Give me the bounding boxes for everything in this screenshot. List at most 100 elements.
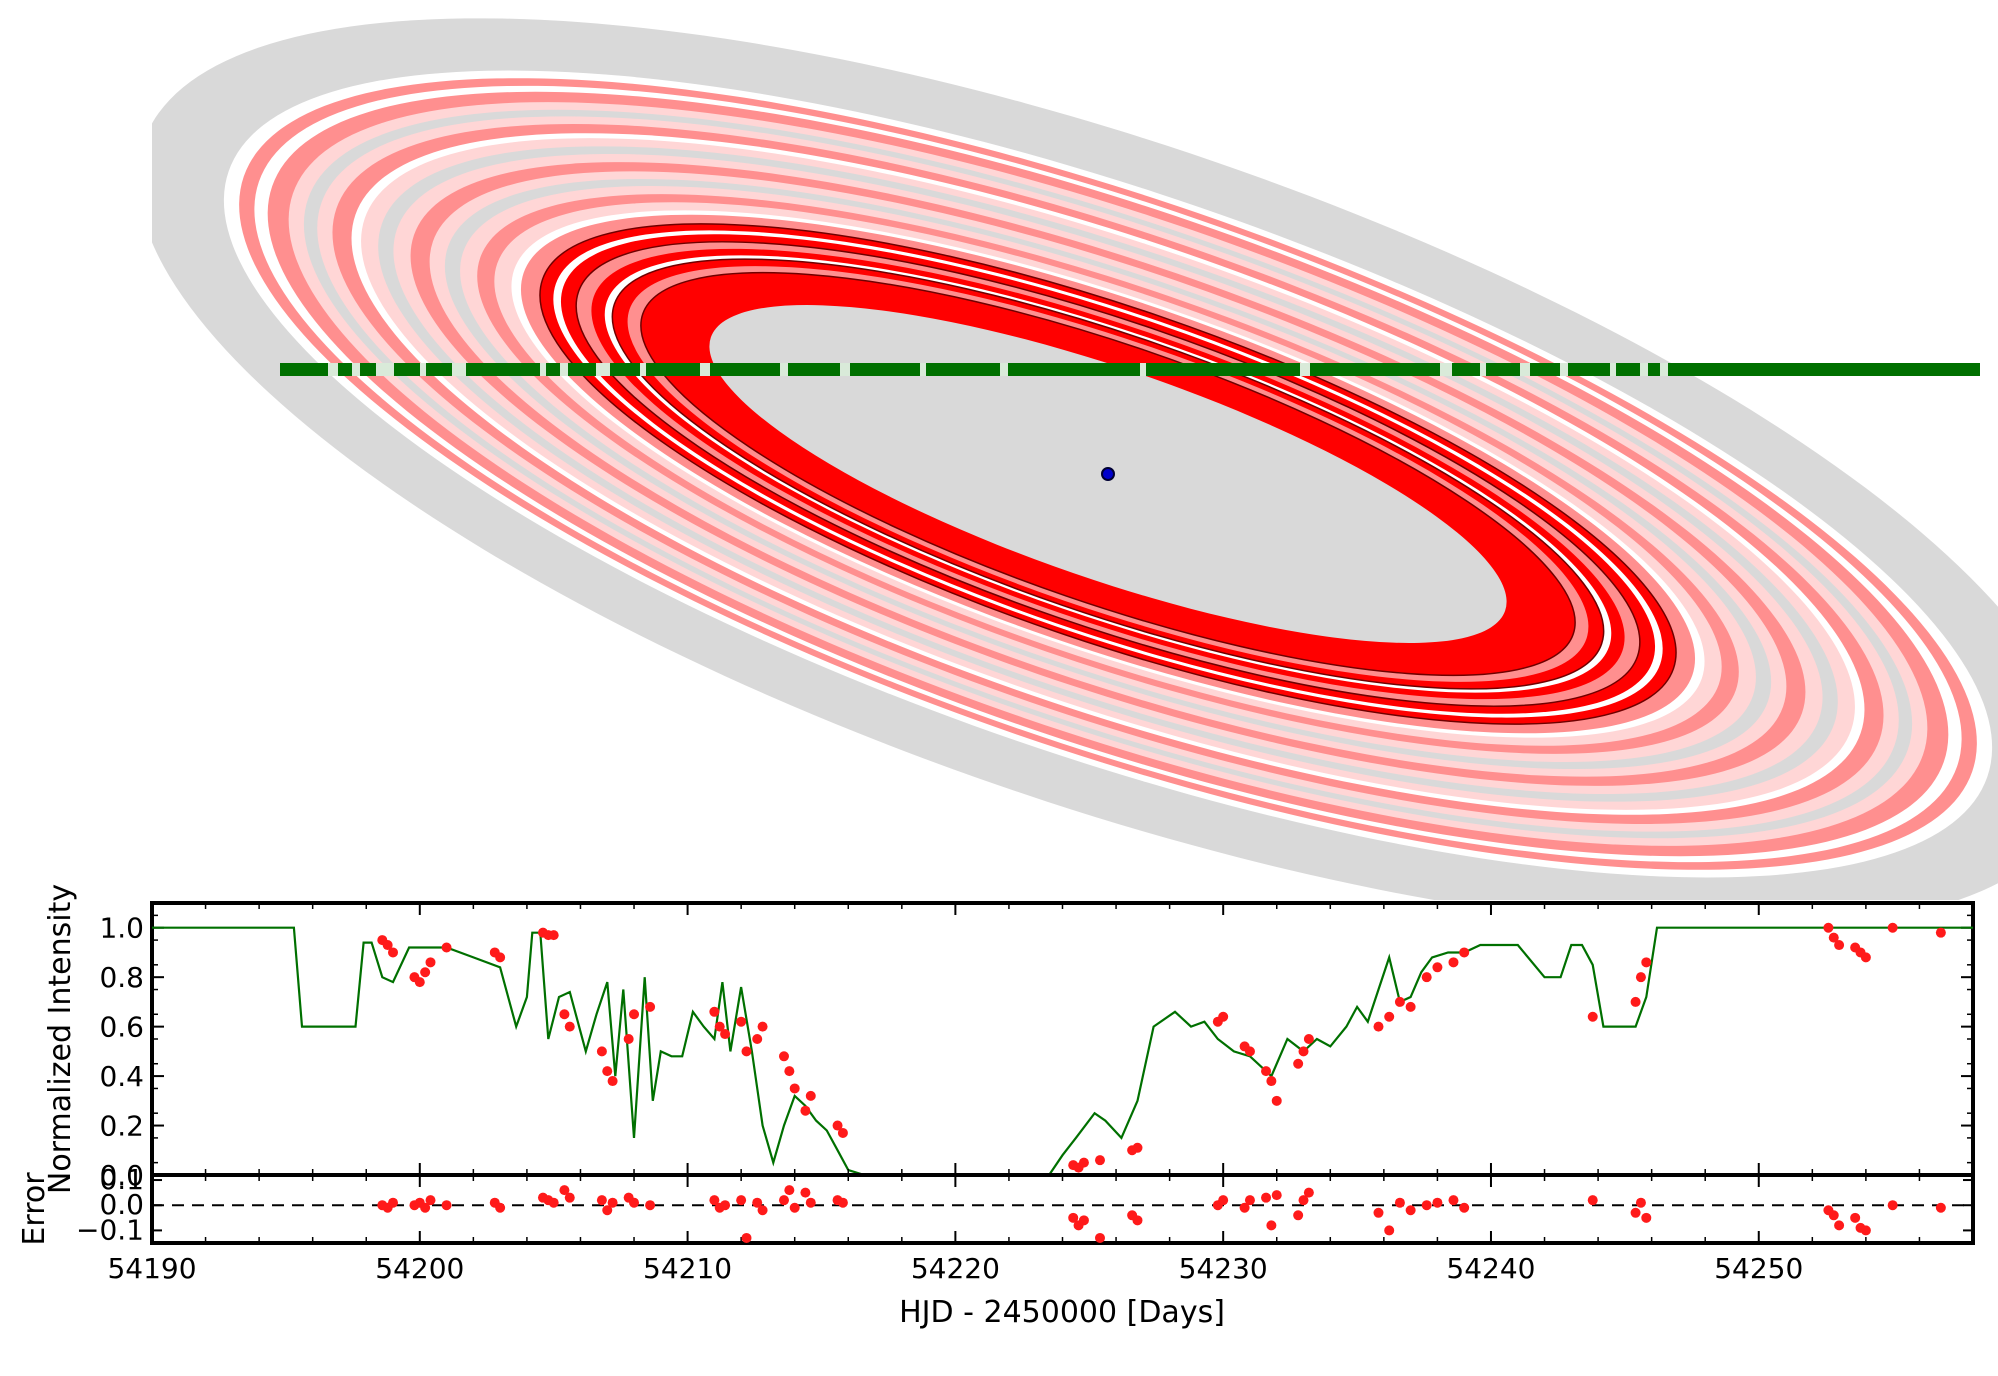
observation-point bbox=[1394, 996, 1405, 1007]
star-marker bbox=[1101, 467, 1115, 481]
residual-points bbox=[377, 1185, 1946, 1243]
observation-point bbox=[1860, 952, 1871, 963]
path-gap bbox=[1640, 363, 1648, 376]
residual-point bbox=[425, 1195, 436, 1206]
residual-point bbox=[1405, 1205, 1416, 1216]
observation-point bbox=[623, 1034, 634, 1044]
residual-point bbox=[1834, 1220, 1845, 1231]
observation-point bbox=[778, 1051, 789, 1062]
path-gap bbox=[840, 363, 850, 376]
y-tick-label: 1.0 bbox=[99, 912, 144, 945]
residual-point bbox=[752, 1197, 763, 1208]
y-tick-label: 0.0 bbox=[99, 1159, 144, 1192]
observation-point bbox=[1293, 1058, 1304, 1069]
path-gap bbox=[540, 363, 546, 376]
observation-point bbox=[1641, 957, 1652, 968]
observation-point bbox=[559, 1009, 570, 1020]
observation-point bbox=[1244, 1046, 1255, 1057]
light-curve-panel: 0.0 0.2 0.4 0.6 0.8 1.0 Normalized Intensity bbox=[43, 884, 1975, 1194]
residual-point bbox=[1068, 1212, 1079, 1223]
residual-point bbox=[564, 1192, 575, 1203]
residual-point bbox=[1394, 1197, 1405, 1208]
observation-point bbox=[1887, 922, 1898, 933]
observation-point bbox=[414, 977, 425, 988]
residual-point bbox=[778, 1195, 789, 1206]
observation-point bbox=[1218, 1011, 1229, 1022]
observation-point bbox=[832, 1120, 843, 1131]
observation-point bbox=[741, 1046, 752, 1057]
observation-point bbox=[602, 1066, 613, 1077]
observation-point bbox=[1432, 962, 1443, 973]
observation-point bbox=[382, 940, 393, 951]
x-tick-label: 54240 bbox=[1446, 1252, 1535, 1285]
residual-point bbox=[548, 1197, 559, 1208]
res-y-tick-label: 0.0 bbox=[99, 1188, 144, 1221]
residual-point bbox=[1587, 1195, 1598, 1206]
residual-point bbox=[800, 1187, 811, 1198]
model-curve bbox=[152, 926, 1973, 1177]
ring-system-diagram bbox=[152, 18, 1998, 900]
residual-point bbox=[388, 1197, 399, 1208]
residual-point bbox=[1298, 1195, 1309, 1206]
y-tick-label: 0.6 bbox=[99, 1011, 144, 1044]
observation-point bbox=[1303, 1034, 1314, 1044]
observation-point bbox=[736, 1016, 747, 1027]
residual-point bbox=[629, 1197, 640, 1208]
ring-group bbox=[152, 18, 1998, 900]
residual-point bbox=[1384, 1225, 1395, 1236]
residual-point bbox=[1641, 1212, 1652, 1223]
residual-point bbox=[709, 1195, 720, 1206]
observation-point bbox=[837, 1127, 848, 1138]
observation-point bbox=[629, 1009, 640, 1020]
path-gap bbox=[1300, 363, 1310, 376]
path-gap bbox=[700, 363, 710, 376]
residual-point bbox=[1860, 1225, 1871, 1236]
observation-point bbox=[1834, 940, 1845, 951]
observation-point bbox=[420, 967, 431, 978]
path-gap bbox=[1560, 363, 1568, 376]
x-tick-label: 54200 bbox=[375, 1252, 464, 1285]
observation-point bbox=[1587, 1011, 1598, 1022]
residual-point bbox=[789, 1202, 800, 1213]
residual-point bbox=[1887, 1200, 1898, 1211]
y-tick-label: 0.8 bbox=[99, 961, 144, 994]
path-gap bbox=[780, 363, 788, 376]
observation-point bbox=[752, 1034, 763, 1044]
res-y-tick-label: 0.1 bbox=[99, 1163, 144, 1196]
observation-point bbox=[564, 1021, 575, 1032]
observation-point bbox=[548, 930, 559, 941]
path-gap bbox=[560, 363, 568, 376]
residual-point bbox=[441, 1200, 452, 1211]
path-gap bbox=[452, 363, 466, 376]
residual-point bbox=[805, 1197, 816, 1208]
x-tick-label: 54190 bbox=[107, 1252, 196, 1285]
ring-edge bbox=[640, 271, 1576, 677]
observation-point bbox=[1094, 1155, 1105, 1166]
path-gap bbox=[1610, 363, 1616, 376]
residual-point bbox=[602, 1205, 613, 1216]
residual-point bbox=[720, 1200, 731, 1211]
observation-point bbox=[709, 1006, 720, 1017]
x-axis-label: HJD - 2450000 [Days] bbox=[899, 1295, 1225, 1330]
x-tick-label: 54230 bbox=[1179, 1252, 1268, 1285]
observation-point bbox=[1266, 1076, 1277, 1087]
residual-point bbox=[1935, 1202, 1946, 1213]
residual-point bbox=[596, 1195, 607, 1206]
residual-point bbox=[607, 1197, 618, 1208]
residual-point bbox=[741, 1232, 752, 1243]
path-gap bbox=[328, 363, 338, 376]
residual-point bbox=[784, 1185, 795, 1196]
residual-point bbox=[1132, 1215, 1143, 1226]
residual-point bbox=[1448, 1195, 1459, 1206]
residual-point bbox=[736, 1195, 747, 1206]
path-gap bbox=[1520, 363, 1530, 376]
residual-point bbox=[1432, 1197, 1443, 1208]
ring-edge bbox=[611, 258, 1605, 690]
occulter-path bbox=[280, 363, 1980, 376]
residual-point bbox=[1373, 1207, 1384, 1218]
residual-point bbox=[1218, 1195, 1229, 1206]
path-gap bbox=[420, 363, 426, 376]
observation-point bbox=[1421, 972, 1432, 983]
